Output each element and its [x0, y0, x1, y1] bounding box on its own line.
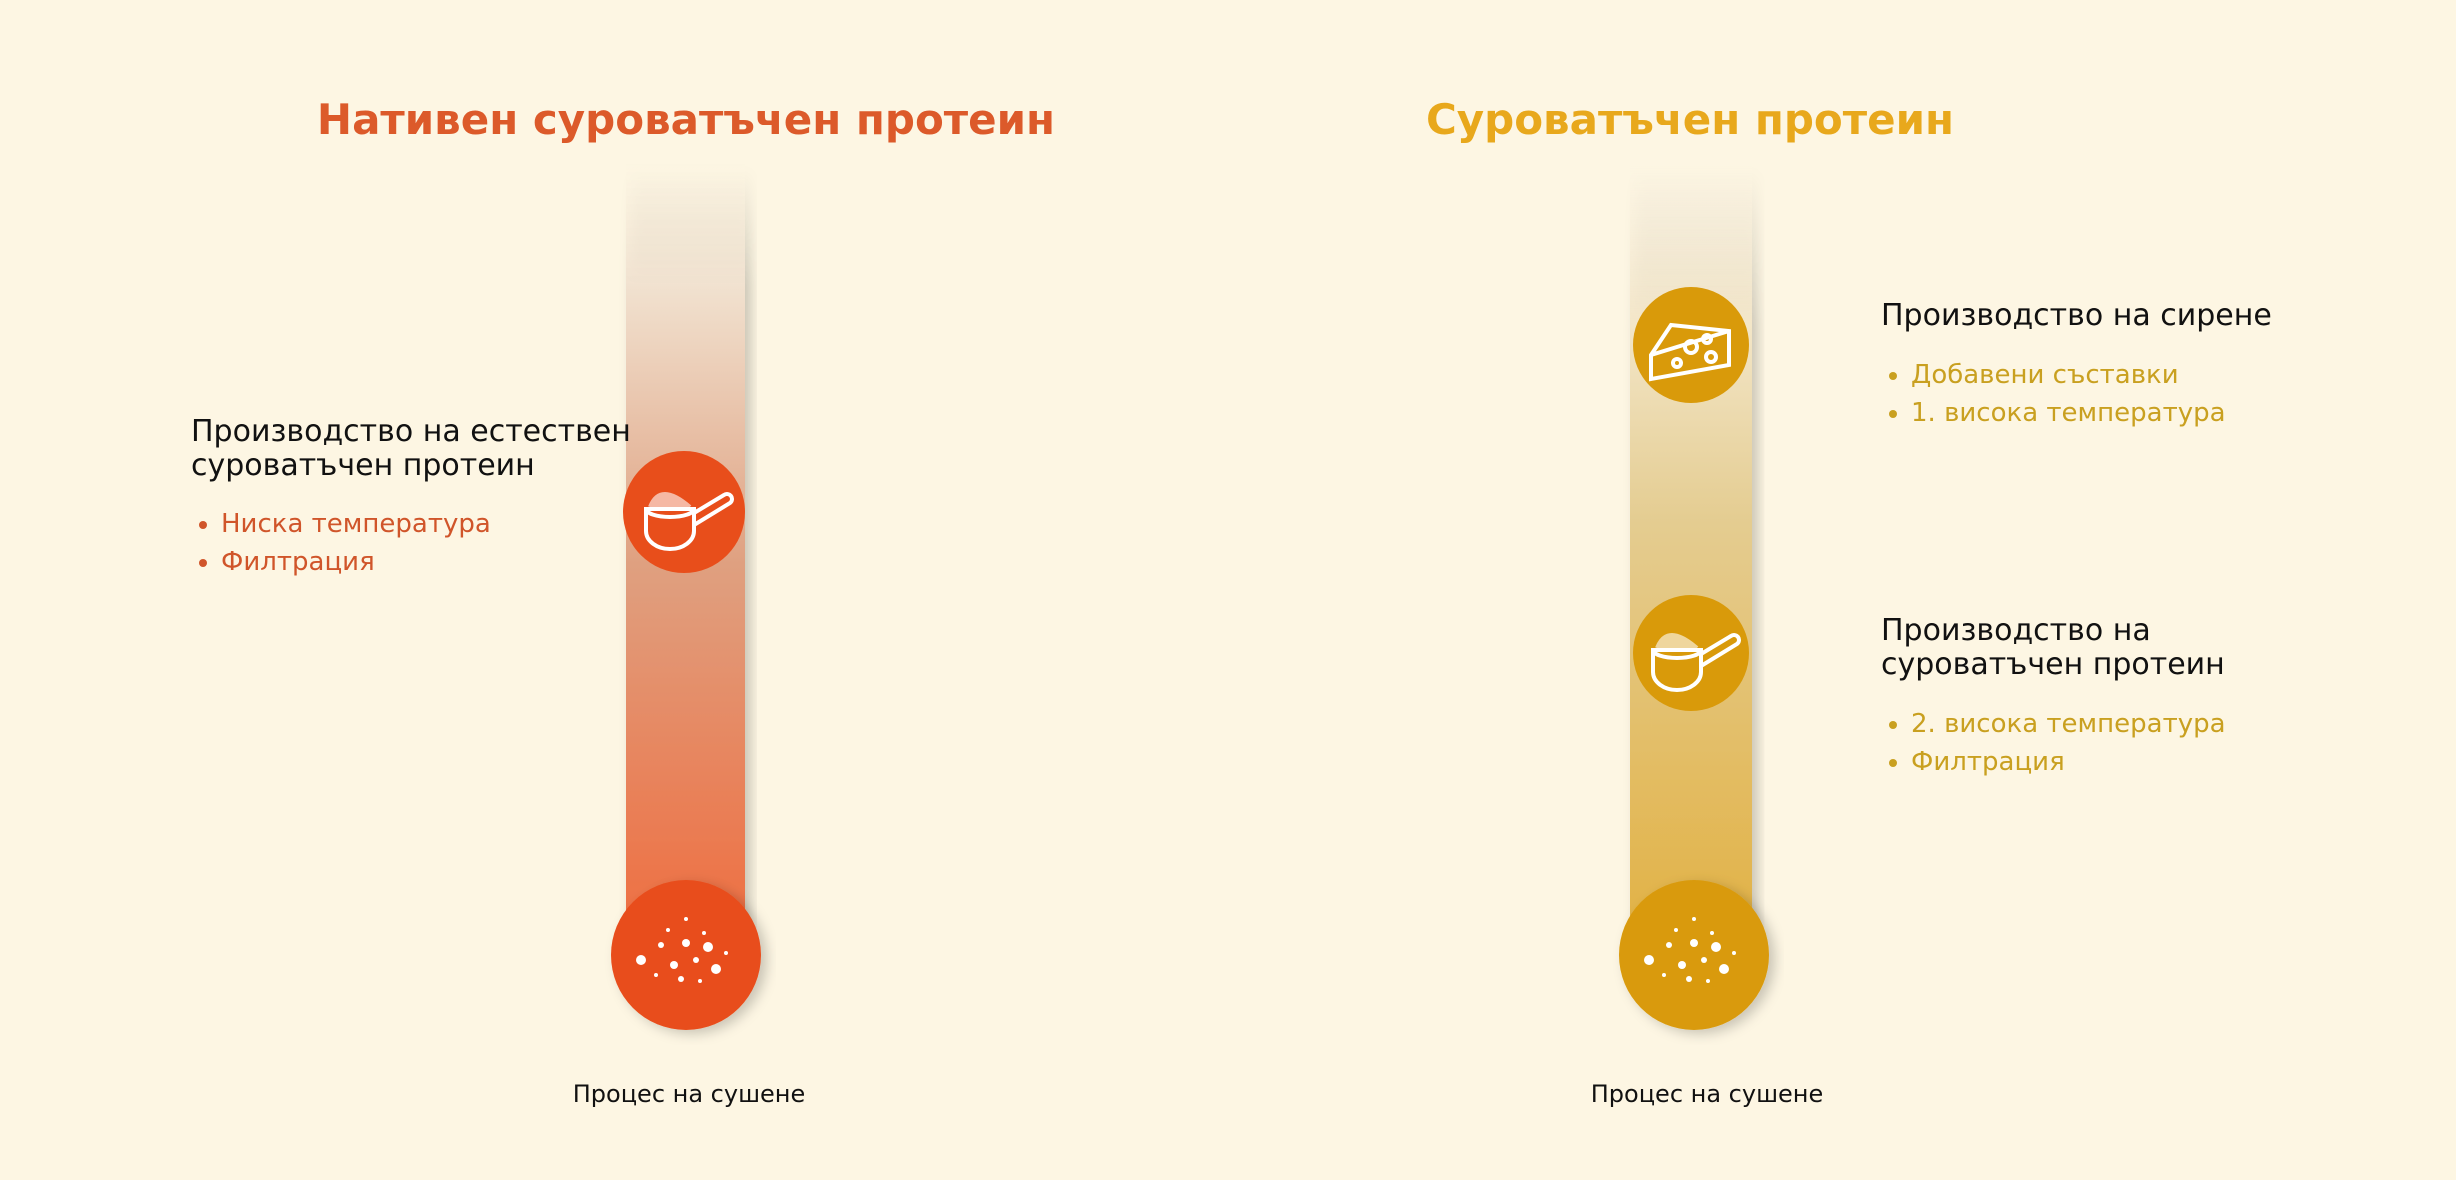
- bullet-list: Ниска температура Филтрация: [191, 505, 491, 581]
- bullet: Филтрация: [1911, 743, 2226, 781]
- icon-circle: [623, 451, 745, 573]
- title: Суроватъчен протеин: [1425, 95, 1955, 144]
- footer-label: Процес на сушене: [572, 1080, 806, 1108]
- bullet: 1. висока температура: [1911, 394, 2226, 432]
- bullet-list: Добавени съставки 1. висока температура: [1881, 356, 2226, 432]
- title: Нативен суроватъчен протеин: [316, 95, 1056, 144]
- bullet: Ниска температура: [221, 505, 491, 543]
- icon-circle: [611, 880, 761, 1030]
- bullet: 2. висока температура: [1911, 705, 2226, 743]
- icon-circle: [1633, 595, 1749, 711]
- footer-label: Процес на сушене: [1590, 1080, 1824, 1108]
- icon-circle: [1619, 880, 1769, 1030]
- tube: [1630, 164, 1752, 964]
- bullet: Филтрация: [221, 543, 491, 581]
- icon-circle: [1633, 287, 1749, 403]
- step-heading: Производство на сирене: [1881, 298, 2272, 333]
- step-heading: Производство на естествен суроватъчен пр…: [191, 414, 631, 483]
- bullet: Добавени съставки: [1911, 356, 2226, 394]
- bullet-list: 2. висока температура Филтрация: [1881, 705, 2226, 781]
- step-heading: Производство на суроватъчен протеин: [1881, 613, 2225, 682]
